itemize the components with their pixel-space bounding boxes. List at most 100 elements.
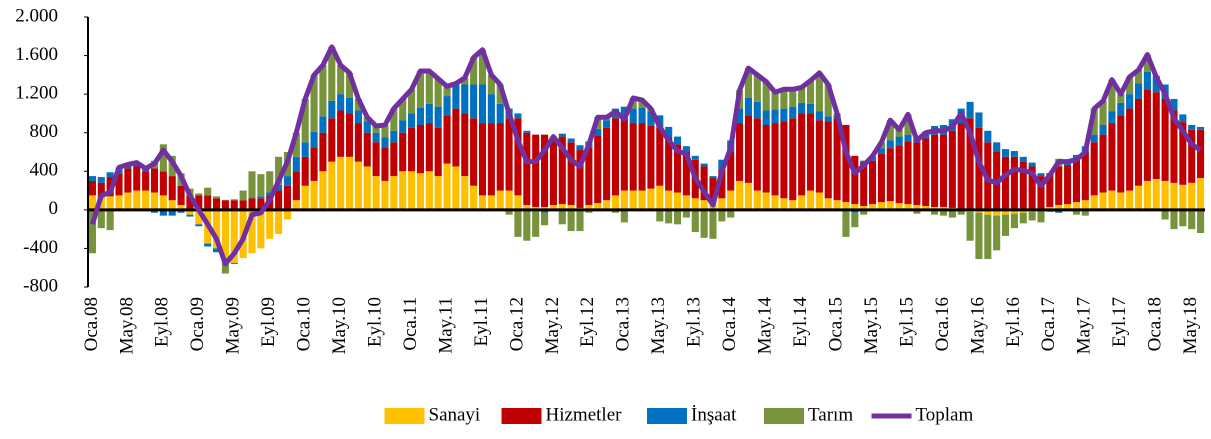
bar <box>718 198 726 210</box>
x-tick-label: May.16 <box>967 297 988 354</box>
x-tick-label: May.10 <box>329 297 350 354</box>
bar <box>771 195 779 210</box>
bar <box>532 211 540 237</box>
bar <box>1010 151 1018 157</box>
bar <box>673 192 682 210</box>
bar <box>1170 182 1178 210</box>
bar <box>931 134 939 207</box>
bar <box>833 200 841 210</box>
bar <box>869 160 877 205</box>
bar <box>1099 192 1107 210</box>
bar <box>1188 182 1196 210</box>
bar <box>97 177 105 183</box>
bar <box>1001 214 1010 236</box>
bar <box>629 123 637 191</box>
bar <box>186 195 194 210</box>
bar <box>886 140 894 149</box>
bar <box>443 96 451 116</box>
bar <box>1099 134 1107 193</box>
x-tick-label: May.08 <box>116 297 137 354</box>
bar <box>381 125 389 138</box>
bar <box>869 204 877 210</box>
bar <box>88 176 96 181</box>
bar <box>461 77 469 85</box>
bar <box>780 89 788 109</box>
bar <box>434 106 442 128</box>
bar <box>993 142 1001 152</box>
bar <box>452 166 460 210</box>
bar <box>656 209 664 222</box>
bar <box>744 68 752 98</box>
bar <box>478 49 487 85</box>
bar <box>558 136 566 205</box>
bar <box>541 212 549 226</box>
bar <box>975 127 983 210</box>
bar <box>115 173 123 196</box>
bar <box>736 108 744 124</box>
bar <box>345 113 354 157</box>
bar <box>363 166 371 210</box>
bar <box>425 103 433 124</box>
bar <box>1152 179 1160 210</box>
bar <box>727 209 735 218</box>
bar <box>1055 166 1063 206</box>
bar <box>1046 173 1054 207</box>
bar <box>514 209 522 237</box>
y-tick-label: 2.000 <box>15 5 58 26</box>
x-tick-label: Eyl.15 <box>896 297 917 347</box>
bar <box>798 87 806 103</box>
x-tick-label: Eyl.16 <box>1003 297 1024 347</box>
bar <box>576 209 584 232</box>
legend-label: Sanayi <box>429 404 481 425</box>
x-tick-label: May.14 <box>755 297 776 355</box>
bar <box>1010 156 1018 210</box>
x-tick-label: Eyl.14 <box>790 297 811 348</box>
bar <box>1081 209 1089 216</box>
bar <box>558 204 566 210</box>
bar <box>1108 190 1116 210</box>
bar <box>310 147 318 181</box>
x-tick-label: Eyl.12 <box>577 297 598 347</box>
y-tick-label: 1.200 <box>15 83 58 104</box>
bar <box>567 138 575 143</box>
x-tick-label: Oca.16 <box>932 297 953 351</box>
bar <box>381 180 389 210</box>
bar <box>1028 166 1036 210</box>
bar <box>576 150 584 208</box>
bar <box>390 142 398 177</box>
bar <box>416 125 424 174</box>
bar <box>1117 94 1125 103</box>
bar <box>647 188 655 210</box>
bar <box>603 200 611 210</box>
bar <box>682 209 690 218</box>
bar <box>283 176 292 186</box>
bar <box>585 147 593 206</box>
bar <box>115 195 123 210</box>
bar <box>292 171 300 201</box>
bar <box>851 204 859 210</box>
bar <box>806 103 815 114</box>
bar <box>1010 209 1018 214</box>
bar <box>860 206 868 210</box>
bar <box>434 127 442 177</box>
bar <box>390 108 398 131</box>
legend-swatch <box>647 408 687 424</box>
bar <box>877 148 885 154</box>
bar <box>1064 204 1072 210</box>
bar <box>221 260 229 274</box>
bar <box>594 203 602 210</box>
bar <box>736 180 744 210</box>
bar <box>975 212 983 260</box>
bar <box>851 155 859 205</box>
bar <box>673 136 682 145</box>
bar <box>195 209 203 225</box>
bar <box>665 126 673 138</box>
bar <box>1152 75 1160 93</box>
bar <box>212 196 221 199</box>
bar <box>1126 94 1134 109</box>
bar <box>753 74 761 102</box>
bar <box>310 131 318 148</box>
bar <box>381 137 389 148</box>
bar <box>461 84 469 114</box>
bar <box>248 209 256 254</box>
